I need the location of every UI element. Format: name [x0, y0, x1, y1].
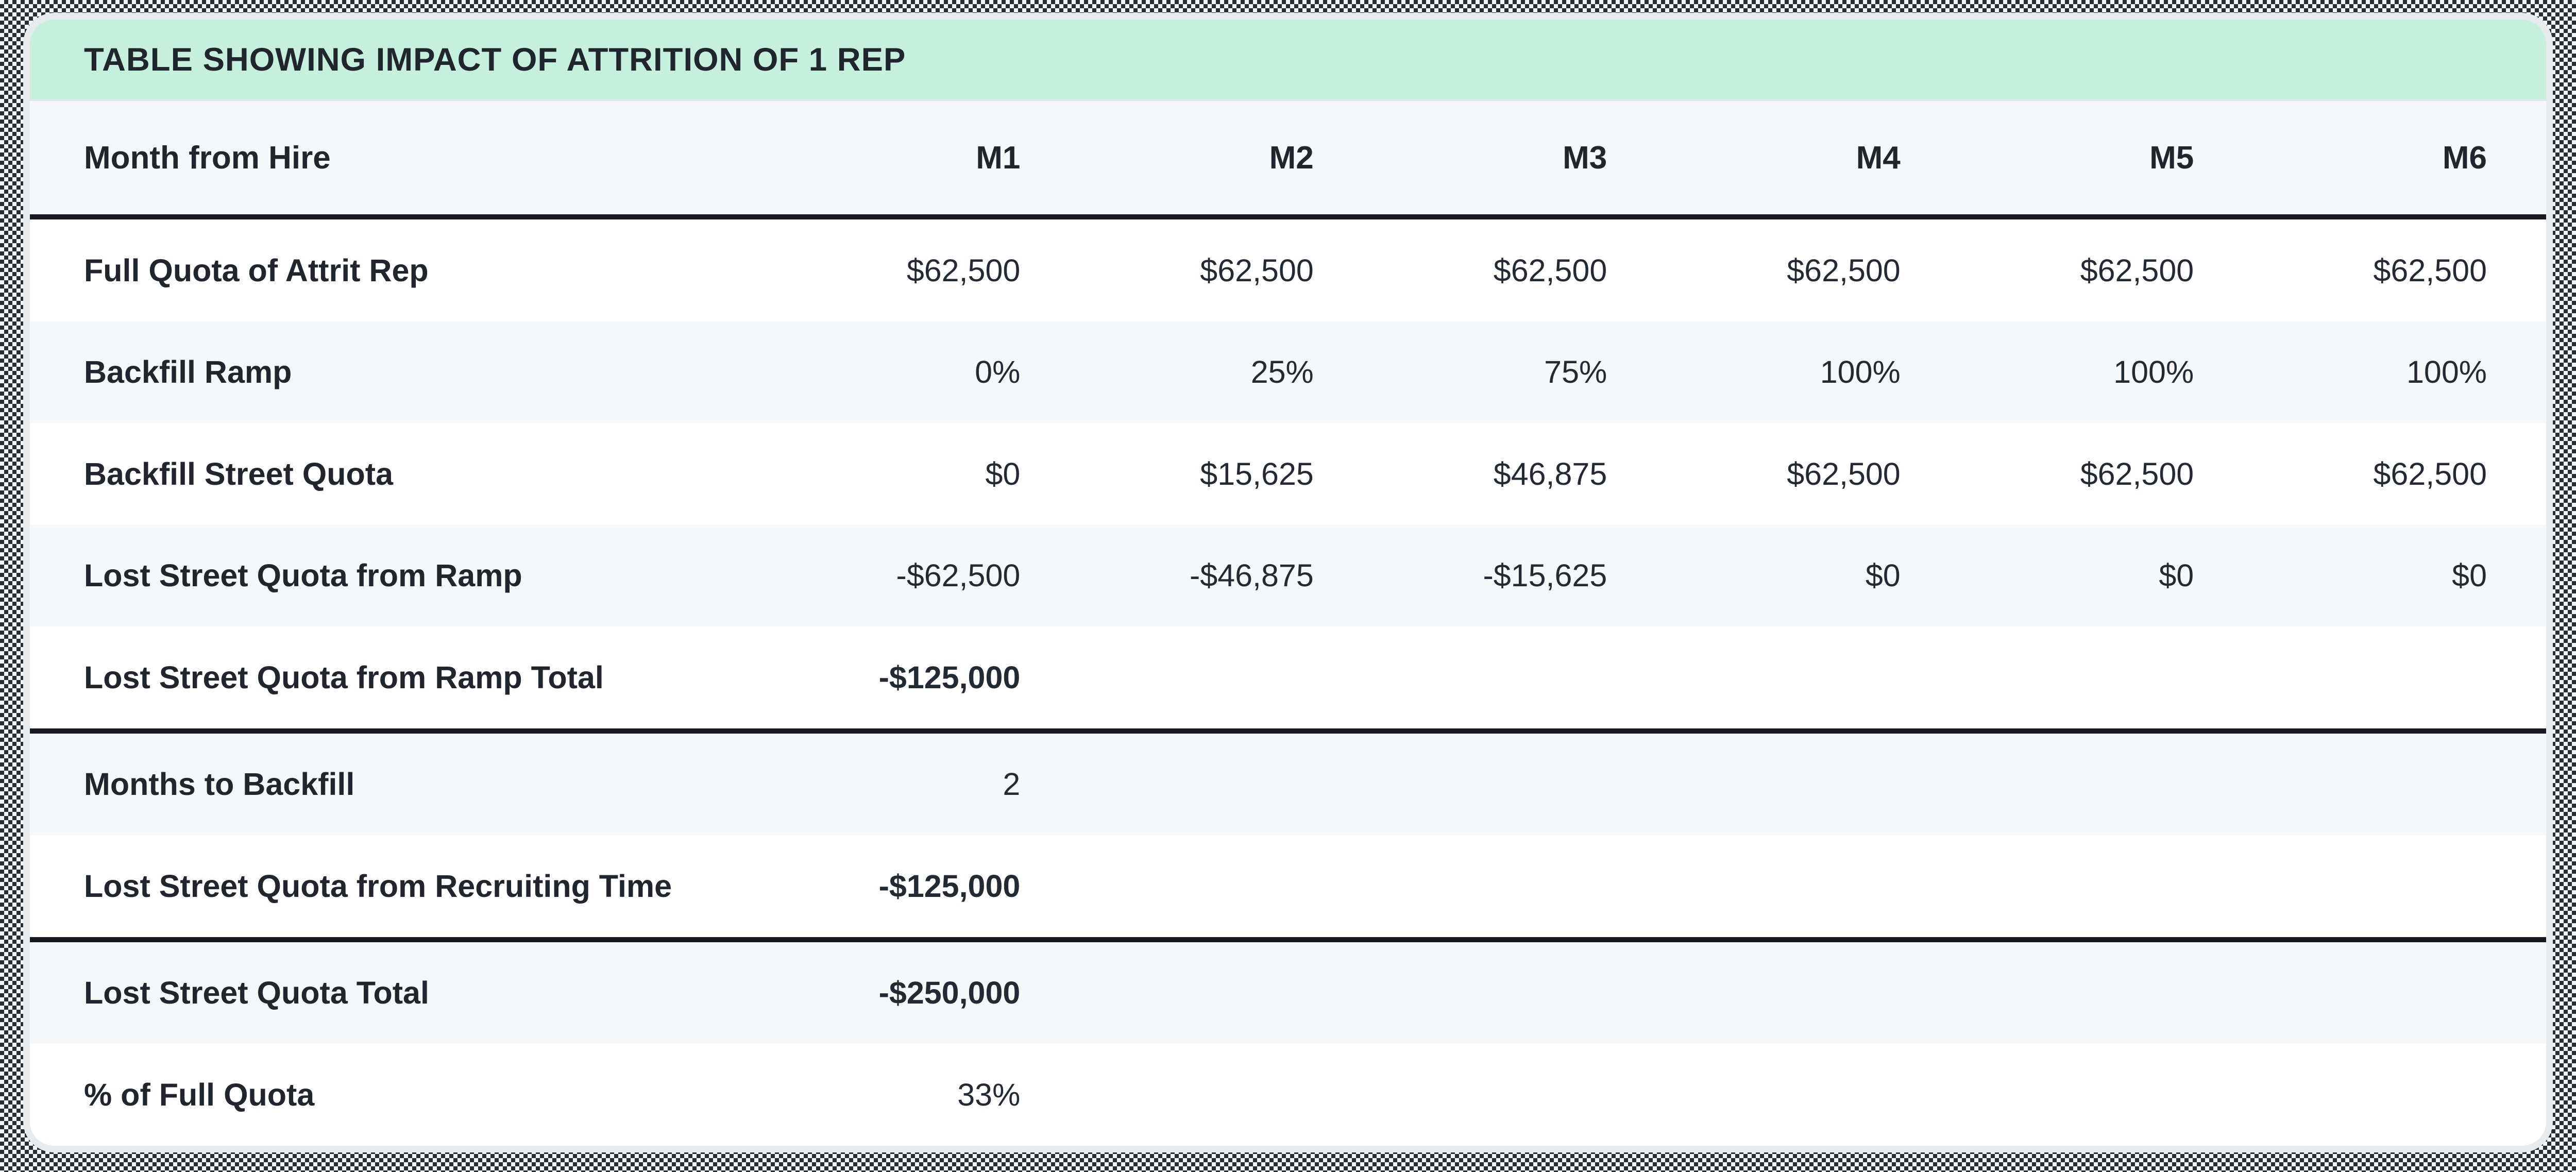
row-value-m6: 100% [2406, 354, 2487, 390]
row-value-m3 [1314, 835, 1607, 940]
row-value-m3: $62,500 [1493, 252, 1607, 288]
row-value-m2 [1020, 626, 1313, 731]
row-value-m3 [1314, 626, 1607, 731]
row-label: Lost Street Quota from Ramp [84, 558, 522, 593]
table-row: Lost Street Quota from Recruiting Time -$… [30, 835, 2546, 940]
table-row: Months to Backfill 2 [30, 731, 2546, 836]
row-value-m6 [2194, 626, 2546, 731]
row-value-m6 [2194, 731, 2546, 836]
column-header-m2: M2 [1269, 140, 1314, 176]
row-label: Full Quota of Attrit Rep [84, 252, 429, 288]
table-row: Backfill Ramp 0% 25% 75% 100% 100% 100% [30, 321, 2546, 423]
row-value-m1: 33% [957, 1077, 1021, 1112]
row-label: Lost Street Quota from Recruiting Time [84, 868, 672, 904]
column-header-m6: M6 [2442, 140, 2487, 176]
row-value-m5: $0 [2159, 558, 2194, 593]
row-value-m6 [2194, 940, 2546, 1044]
row-value-m1: $62,500 [906, 252, 1021, 288]
row-value-m3 [1314, 731, 1607, 836]
row-value-m2 [1020, 731, 1313, 836]
row-value-m3 [1314, 1044, 1607, 1146]
row-value-m3: 75% [1544, 354, 1607, 390]
table-row: Lost Street Quota Total -$250,000 [30, 939, 2546, 1044]
table-title-bar: TABLE SHOWING IMPACT OF ATTRITION OF 1 R… [30, 20, 2546, 101]
row-label: Backfill Street Quota [84, 456, 393, 491]
row-value-m5: $62,500 [2080, 456, 2194, 491]
row-value-m6: $62,500 [2373, 456, 2487, 491]
row-value-m1: 0% [975, 354, 1021, 390]
row-value-m6 [2194, 835, 2546, 940]
table-row: Lost Street Quota from Ramp Total -$125,0… [30, 626, 2546, 731]
row-label: Backfill Ramp [84, 354, 292, 390]
row-value-m4 [1607, 835, 1900, 940]
row-value-m2: $15,625 [1200, 456, 1314, 491]
column-header-m1: M1 [976, 140, 1021, 176]
row-value-m4: $62,500 [1787, 252, 1901, 288]
row-value-m3 [1314, 940, 1607, 1044]
table-row: Full Quota of Attrit Rep $62,500 $62,500 $6… [30, 217, 2546, 321]
attrition-impact-table: Month from Hire M1 M2 M3 M4 M5 M6 Full Quota o… [30, 101, 2546, 1146]
table-header: Month from Hire M1 M2 M3 M4 M5 M6 [30, 101, 2546, 217]
row-label: % of Full Quota [84, 1077, 315, 1112]
column-header-m5: M5 [2149, 140, 2194, 176]
row-value-m6: $0 [2452, 558, 2487, 593]
row-value-m1: -$250,000 [878, 975, 1021, 1011]
row-value-m1: -$62,500 [896, 558, 1021, 593]
row-value-m5: 100% [2113, 354, 2194, 390]
row-value-m2: -$46,875 [1189, 558, 1314, 593]
row-value-m4 [1607, 731, 1900, 836]
row-value-m1: -$125,000 [878, 868, 1021, 904]
table-title: TABLE SHOWING IMPACT OF ATTRITION OF 1 R… [84, 41, 906, 78]
row-value-m5 [1901, 731, 2194, 836]
table-row: Lost Street Quota from Ramp -$62,500 -$46,… [30, 524, 2546, 626]
row-value-m5: $62,500 [2080, 252, 2194, 288]
row-label: Months to Backfill [84, 767, 355, 802]
column-header-m3: M3 [1563, 140, 1607, 176]
row-label: Lost Street Quota Total [84, 975, 429, 1011]
attrition-impact-card: TABLE SHOWING IMPACT OF ATTRITION OF 1 R… [23, 13, 2553, 1152]
table-body: Full Quota of Attrit Rep $62,500 $62,500 $6… [30, 217, 2546, 1146]
row-value-m5 [1901, 626, 2194, 731]
table-header-row: Month from Hire M1 M2 M3 M4 M5 M6 [30, 101, 2546, 217]
row-value-m4 [1607, 626, 1900, 731]
row-label: Lost Street Quota from Ramp Total [84, 659, 604, 695]
row-value-m1: $0 [985, 456, 1021, 491]
row-value-m1: 2 [1003, 767, 1021, 802]
row-value-m6 [2194, 1044, 2546, 1146]
row-value-m3: -$15,625 [1483, 558, 1607, 593]
table-row: % of Full Quota 33% [30, 1044, 2546, 1146]
row-value-m4: 100% [1820, 354, 1901, 390]
table-row: Backfill Street Quota $0 $15,625 $46,875 $62… [30, 423, 2546, 525]
row-value-m2 [1020, 835, 1313, 940]
row-value-m5 [1901, 1044, 2194, 1146]
row-value-m2 [1020, 1044, 1313, 1146]
row-value-m4: $0 [1865, 558, 1901, 593]
row-value-m4 [1607, 1044, 1900, 1146]
row-value-m6: $62,500 [2373, 252, 2487, 288]
row-value-m2 [1020, 940, 1313, 1044]
row-value-m5 [1901, 835, 2194, 940]
row-value-m4: $62,500 [1787, 456, 1901, 491]
row-value-m4 [1607, 940, 1900, 1044]
row-value-m2: 25% [1250, 354, 1314, 390]
column-header-label: Month from Hire [84, 140, 331, 176]
row-value-m2: $62,500 [1200, 252, 1314, 288]
row-value-m1: -$125,000 [878, 659, 1021, 695]
row-value-m5 [1901, 940, 2194, 1044]
column-header-m4: M4 [1856, 140, 1901, 176]
row-value-m3: $46,875 [1493, 456, 1607, 491]
